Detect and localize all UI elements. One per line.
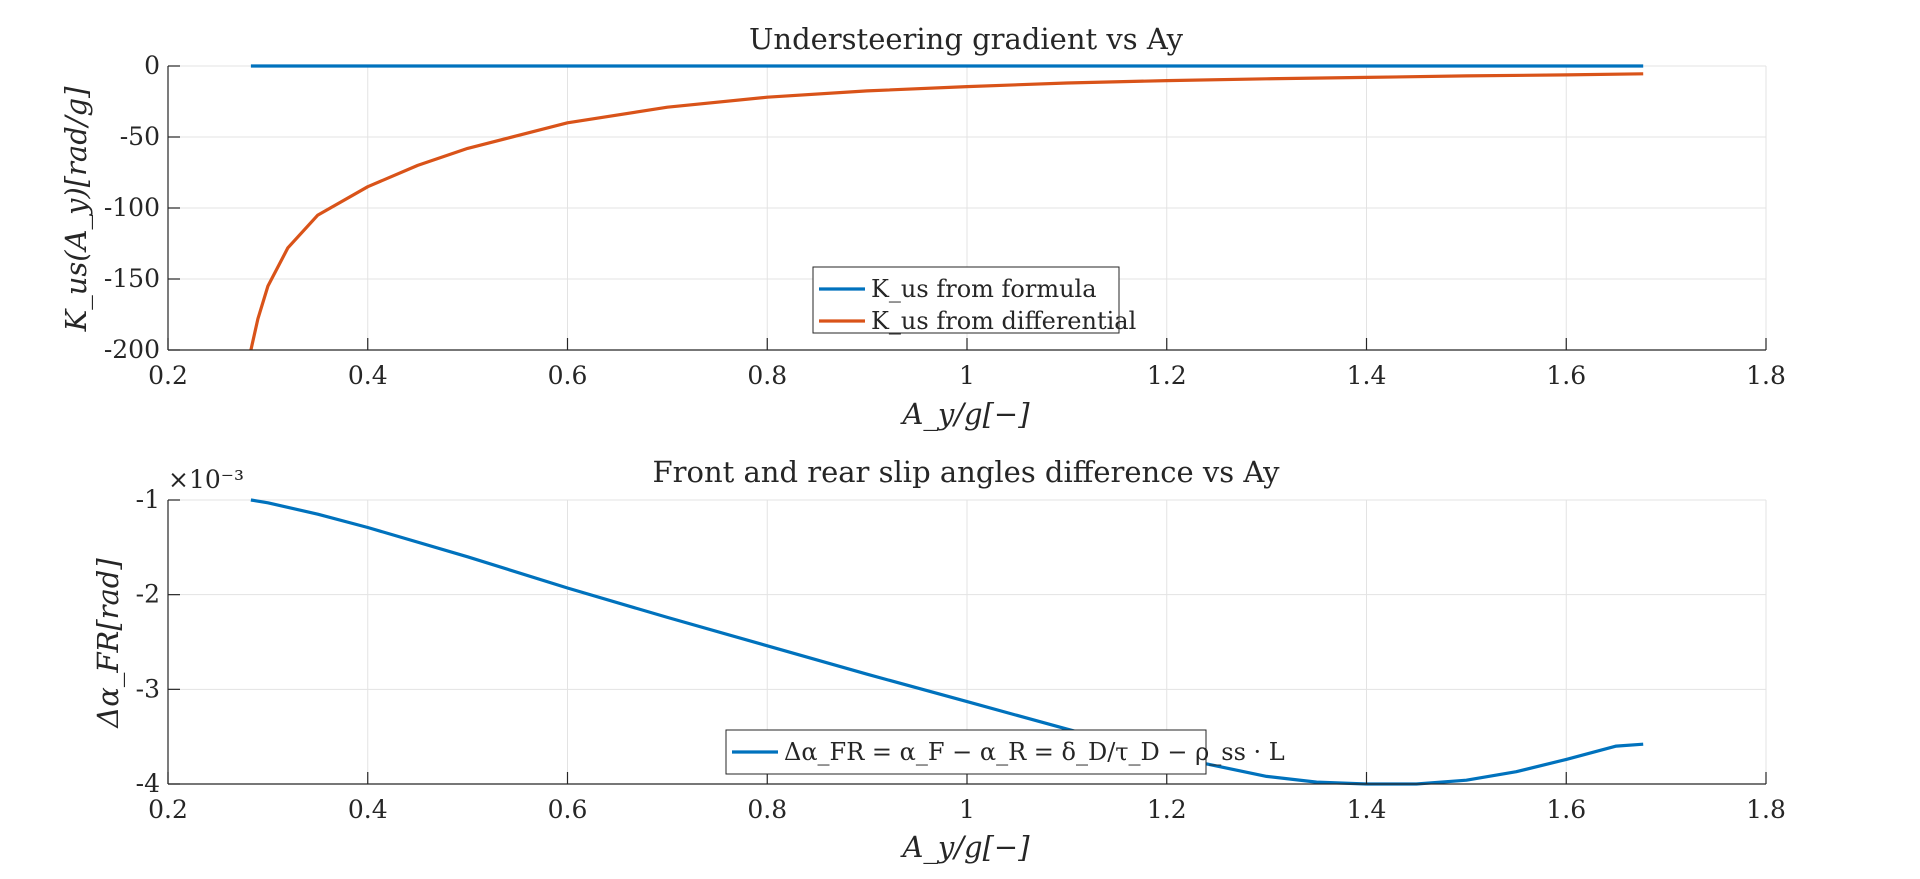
bottom-x-tick-label: 0.2 xyxy=(148,795,188,824)
bottom-y-tick-label: -4 xyxy=(136,769,160,798)
bottom-x-tick-label: 1.8 xyxy=(1746,795,1786,824)
bottom-x-tick-label: 1.2 xyxy=(1147,795,1187,824)
top-x-tick-label: 1.8 xyxy=(1746,361,1786,390)
bottom-y-axis-label: Δα_FR[rad] xyxy=(91,558,126,729)
top-x-tick-label: 0.8 xyxy=(747,361,787,390)
top-x-tick-label: 1.6 xyxy=(1546,361,1586,390)
bottom-chart-title: Front and rear slip angles difference vs… xyxy=(653,455,1281,489)
bottom-y-multiplier: ×10⁻³ xyxy=(168,465,244,494)
bottom-x-tick-label: 0.4 xyxy=(348,795,388,824)
bottom-legend: Δα_FR = α_F − α_R = δ_D/τ_D − ρ_ss · L xyxy=(725,729,1285,775)
top-y-tick-label: -100 xyxy=(104,193,160,222)
top-chart-title: Understeering gradient vs Ay xyxy=(749,22,1184,56)
bottom-y-tick-label: -3 xyxy=(136,674,160,703)
bottom-subplot: 0.2 0.4 0.6 0.8 1 1.2 1.4 1.6 1.8 -1 -2 -3 -4 Front … xyxy=(91,455,1786,865)
bottom-x-tick-label: 1.6 xyxy=(1546,795,1586,824)
bottom-legend-box xyxy=(725,729,1207,775)
bottom-legend-entry-0: Δα_FR = α_F − α_R = δ_D/τ_D − ρ_ss · L xyxy=(784,738,1285,766)
top-x-tick-label: 1 xyxy=(959,361,975,390)
top-y-tick-label: -200 xyxy=(104,335,160,364)
bottom-x-tick-label: 0.6 xyxy=(548,795,588,824)
bottom-y-tick-label: -2 xyxy=(136,580,160,609)
top-x-tick-label: 1.4 xyxy=(1347,361,1387,390)
top-subplot: 0.2 0.4 0.6 0.8 1 1.2 1.4 1.6 1.8 0 -50 -100 -150 -20… xyxy=(59,22,1786,432)
top-x-tick-label: 0.6 xyxy=(548,361,588,390)
bottom-x-tick-label: 0.8 xyxy=(747,795,787,824)
top-x-axis-label: A_y/g[−] xyxy=(899,397,1030,432)
top-legend-entry-1: K_us from differential xyxy=(871,307,1136,335)
bottom-x-tick-label: 1 xyxy=(959,795,975,824)
top-x-tick-label: 0.2 xyxy=(148,361,188,390)
top-y-tick-label: -150 xyxy=(104,264,160,293)
top-legend: K_us from formula K_us from differential xyxy=(812,266,1136,335)
top-y-axis-label: K_us(A_y)[rad/g] xyxy=(59,86,94,333)
top-x-tick-label: 0.4 xyxy=(348,361,388,390)
top-series-line-1 xyxy=(249,72,1644,351)
top-x-tick-label: 1.2 xyxy=(1147,361,1187,390)
top-y-tick-label: 0 xyxy=(144,51,160,80)
bottom-x-tick-label: 1.4 xyxy=(1347,795,1387,824)
bottom-y-tick-label: -1 xyxy=(136,485,160,514)
bottom-x-axis-label: A_y/g[−] xyxy=(899,830,1030,865)
bottom-series-line-0 xyxy=(250,498,1644,786)
top-y-tick-label: -50 xyxy=(120,122,160,151)
top-legend-entry-0: K_us from formula xyxy=(871,275,1097,303)
